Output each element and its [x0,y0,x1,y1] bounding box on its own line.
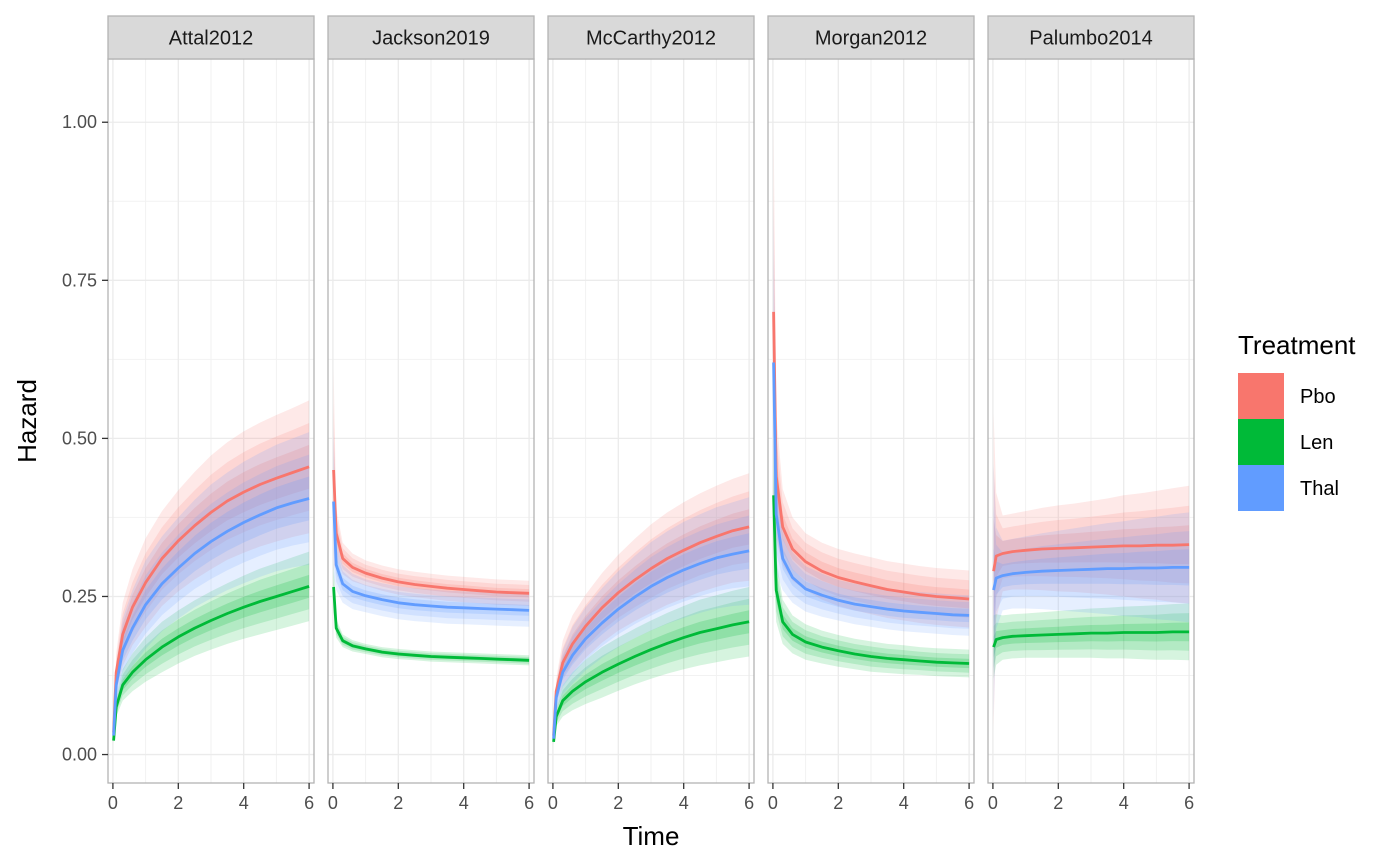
legend-label: Thal [1300,478,1339,500]
legend-key-thal [1238,465,1284,511]
ribbon-len [993,603,1190,679]
ribbon-pbo [993,466,1190,676]
facet-strip-label: Palumbo2014 [1029,28,1152,50]
ribbon-len [553,587,750,745]
x-tick-label: 2 [1053,793,1063,813]
legend-label: Len [1300,432,1333,454]
ribbon-pbo [553,473,750,739]
ribbon-thal [553,515,750,741]
facet-strip-label: McCarthy2012 [586,28,716,50]
x-tick-label: 6 [304,793,314,813]
legend-entries: Pbo Len Thal [1238,373,1339,511]
legend-key-pbo [1238,373,1284,419]
ribbon-thal [993,463,1190,717]
legend-title: Treatment [1238,330,1356,360]
facet-panel: Palumbo2014 0 2 4 6 [987,15,1195,813]
x-tick-label: 2 [393,793,403,813]
x-tick-label: 2 [173,793,183,813]
ribbon-len [113,563,310,743]
legend-key-len [1238,419,1284,465]
y-tick-label: 0.75 [62,270,97,290]
y-axis-title: Hazard [12,379,42,463]
x-tick-label: 4 [899,793,909,813]
y-axis: 0.00 0.25 0.50 0.75 1.00 [62,112,108,765]
ribbon-thal [773,258,970,629]
x-tick-label: 4 [239,793,249,813]
legend: Treatment Pbo Len Thal [1238,330,1356,511]
series-line-pbo [772,311,970,601]
facet-strip [987,15,1195,60]
legend-label: Pbo [1300,386,1336,408]
x-tick-label: 6 [964,793,974,813]
ribbon-len [553,598,750,744]
ribbon-pbo [333,368,530,606]
ribbon-thal [333,425,530,627]
y-tick-label: 0.50 [62,428,97,448]
facet-strip [327,15,535,60]
x-tick-label: 4 [459,793,469,813]
series-line-thal [552,549,750,739]
ribbon-len [993,613,1190,668]
series-line-len [992,630,1190,648]
ribbon-thal [333,451,530,622]
x-tick-label: 0 [328,793,338,813]
y-tick-label: 0.00 [62,745,97,765]
series-line-len [552,620,750,743]
series-line-thal [332,501,530,612]
ribbon-pbo [113,423,310,735]
series-line-len [772,495,970,665]
series-line-pbo [552,525,750,736]
x-tick-label: 6 [524,793,534,813]
legend-entry-thal: Thal [1238,465,1339,511]
ribbon-thal [113,432,310,739]
x-tick-label: 0 [768,793,778,813]
series-line-thal [772,362,970,617]
x-tick-label: 6 [1184,793,1194,813]
facet-strip [547,15,755,60]
ribbon-thal [113,454,310,738]
ribbon-pbo [553,491,750,738]
ribbon-len [113,551,310,744]
x-tick-label: 2 [613,793,623,813]
facet-panel: McCarthy2012 0 2 4 6 [547,15,755,813]
legend-entry-len: Len [1238,419,1333,465]
series-line-thal [112,497,310,736]
facet-panel: Jackson2019 0 2 4 6 [327,15,535,813]
x-axis-title: Time [623,821,680,851]
facet-panel: Attal2012 0 2 4 6 [107,15,315,813]
x-tick-label: 0 [548,793,558,813]
ribbon-len [773,419,970,678]
series-line-pbo [332,469,530,595]
ribbon-pbo [993,413,1190,730]
facet-strip [767,15,975,60]
x-tick-label: 2 [833,793,843,813]
series-line-thal [992,566,1190,591]
y-tick-label: 0.25 [62,586,97,606]
facet-strip [107,15,315,60]
facet-panel: Morgan2012 0 2 4 6 [767,15,975,813]
x-tick-label: 4 [679,793,689,813]
x-tick-label: 6 [744,793,754,813]
ribbon-thal [773,204,970,636]
y-tick-label: 1.00 [62,112,97,132]
facet-strip-label: Attal2012 [169,28,254,50]
legend-entry-pbo: Pbo [1238,373,1336,419]
x-tick-label: 0 [108,793,118,813]
series-line-pbo [112,465,310,733]
facet-strip-label: Morgan2012 [815,28,927,50]
series-line-len [332,586,530,662]
facet-strip-label: Jackson2019 [372,28,490,50]
x-tick-label: 4 [1119,793,1129,813]
series-line-len [112,585,310,741]
x-tick-label: 0 [988,793,998,813]
ribbon-thal [553,497,750,742]
ribbon-len [333,561,530,666]
series-line-pbo [992,543,1190,572]
